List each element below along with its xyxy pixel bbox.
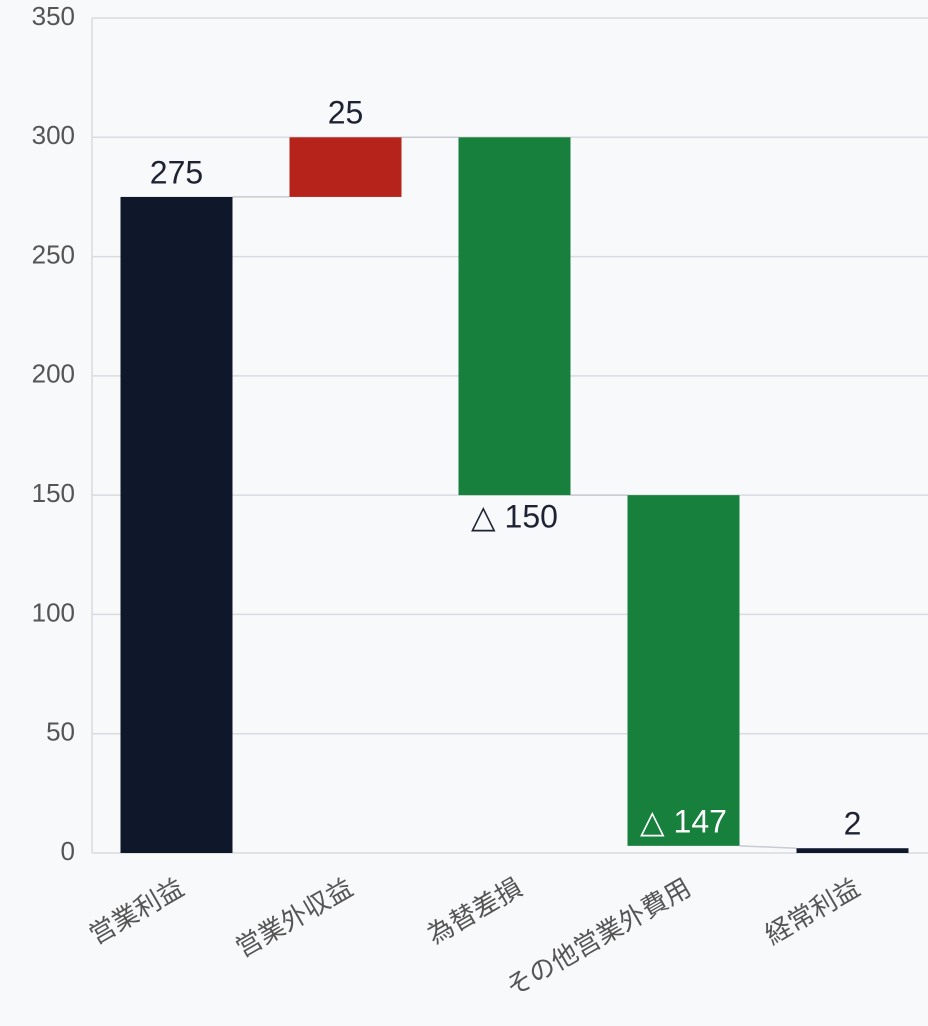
y-tick-label: 100 [32,597,75,627]
bar [120,196,233,853]
y-tick-label: 0 [61,836,75,866]
value-label: 275 [150,154,203,190]
x-tick-label: 経常利益 [760,872,865,950]
x-tick-label: その他営業外費用 [501,872,696,1002]
y-tick-label: 300 [32,120,75,150]
bar [627,495,740,846]
bar [458,137,571,496]
x-tick-label: 営業外収益 [230,872,358,963]
y-tick-label: 350 [32,1,75,31]
y-tick-label: 50 [46,717,75,747]
value-label: △ 150 [471,499,558,535]
value-label: 25 [328,95,364,131]
y-tick-label: 150 [32,478,75,508]
bar [289,137,402,197]
connector [739,845,797,849]
x-tick-label: 為替差損 [422,872,527,950]
y-tick-label: 200 [32,359,75,389]
value-label: △ 147 [640,803,727,839]
y-tick-label: 250 [32,239,75,269]
value-label: 2 [844,806,862,842]
x-tick-label: 営業利益 [84,872,189,950]
bar [796,848,909,853]
